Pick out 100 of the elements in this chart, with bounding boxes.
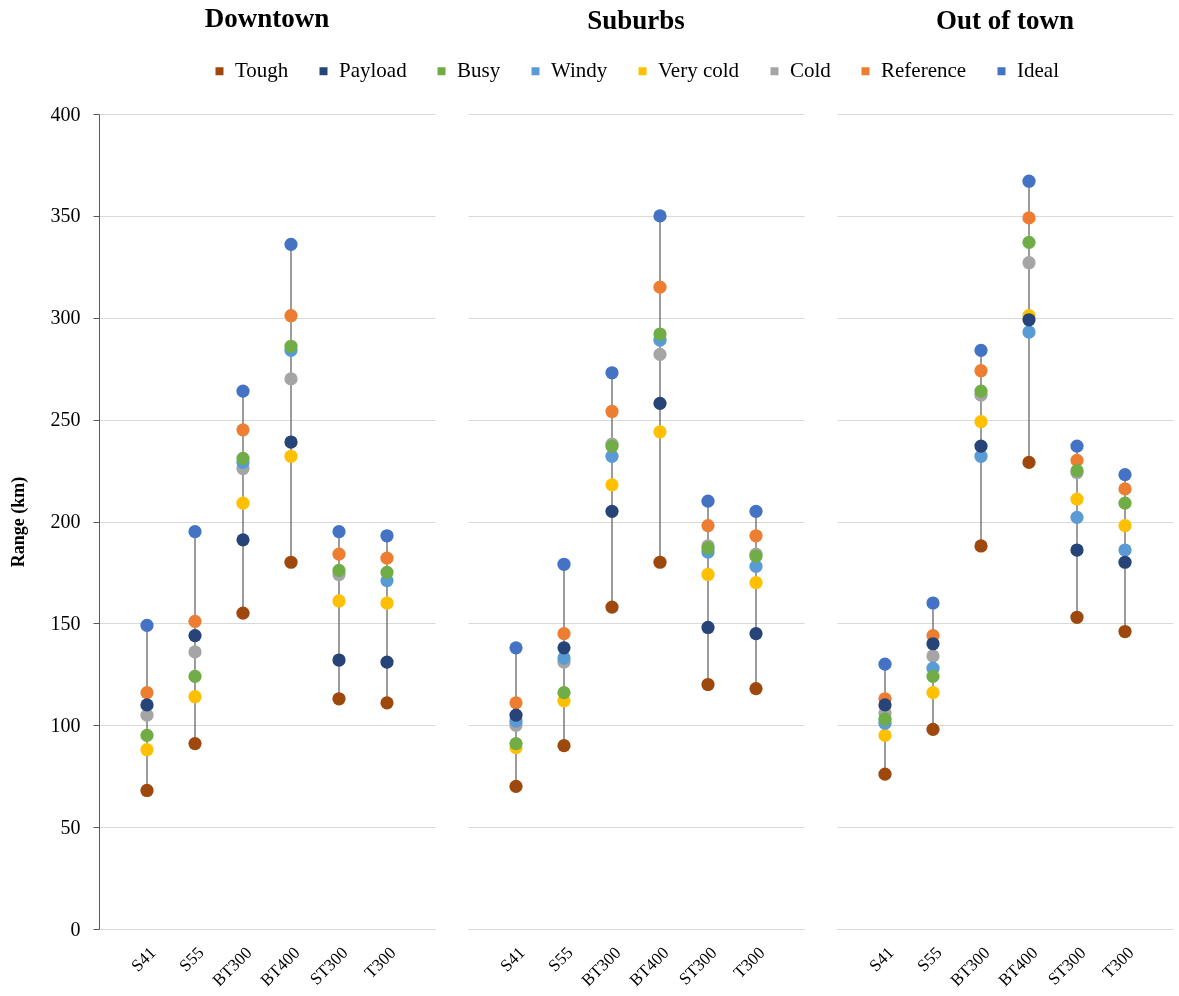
point bbox=[1118, 518, 1132, 533]
point bbox=[878, 712, 892, 726]
point bbox=[1070, 439, 1084, 453]
point bbox=[653, 347, 667, 362]
point bbox=[701, 518, 715, 533]
point bbox=[557, 686, 571, 700]
point bbox=[236, 606, 250, 620]
point bbox=[878, 728, 892, 743]
point bbox=[653, 280, 667, 294]
legend-label: Ideal bbox=[1017, 58, 1060, 83]
point bbox=[653, 396, 667, 410]
y-tick-label: 300 bbox=[50, 306, 81, 329]
x-tick-label: S41 bbox=[496, 943, 529, 976]
point bbox=[1118, 468, 1132, 482]
point bbox=[926, 722, 940, 736]
point bbox=[1022, 455, 1036, 470]
point bbox=[701, 567, 715, 582]
point bbox=[380, 655, 394, 669]
point bbox=[380, 596, 394, 610]
point bbox=[236, 451, 250, 465]
y-tick-label: 50 bbox=[60, 815, 81, 838]
point bbox=[140, 783, 154, 798]
point bbox=[284, 555, 298, 569]
point bbox=[1118, 543, 1132, 557]
point bbox=[557, 626, 571, 641]
point bbox=[140, 698, 154, 712]
y-axis-title: Range (km) bbox=[7, 476, 29, 568]
point bbox=[1070, 543, 1084, 557]
point bbox=[188, 629, 202, 643]
point bbox=[188, 645, 202, 659]
y-tick-label: 400 bbox=[50, 102, 81, 125]
point bbox=[974, 415, 988, 429]
point bbox=[653, 209, 667, 223]
point bbox=[140, 618, 154, 633]
point bbox=[188, 614, 202, 628]
point bbox=[284, 449, 298, 463]
y-tick-label: 150 bbox=[50, 611, 81, 634]
point bbox=[926, 596, 940, 610]
point bbox=[140, 743, 154, 757]
point bbox=[284, 237, 298, 251]
point bbox=[878, 698, 892, 712]
point bbox=[1022, 256, 1036, 270]
point bbox=[284, 339, 298, 353]
point bbox=[509, 708, 523, 722]
point bbox=[380, 529, 394, 543]
x-tick-label: S55 bbox=[913, 943, 946, 976]
legend-label: Payload bbox=[339, 58, 408, 83]
point bbox=[509, 696, 523, 710]
point bbox=[926, 686, 940, 700]
point bbox=[974, 439, 988, 453]
x-tick-label: S55 bbox=[544, 943, 577, 976]
point bbox=[1118, 482, 1132, 496]
point bbox=[380, 551, 394, 565]
point bbox=[380, 696, 394, 710]
point bbox=[749, 681, 763, 696]
point bbox=[701, 677, 715, 692]
point bbox=[236, 496, 250, 510]
legend-label: Very cold bbox=[658, 58, 740, 83]
y-tick-label: 0 bbox=[70, 917, 81, 940]
point bbox=[332, 653, 346, 667]
legend-label: Tough bbox=[235, 58, 289, 83]
point bbox=[701, 494, 715, 508]
point bbox=[188, 690, 202, 704]
point bbox=[236, 533, 250, 547]
point bbox=[926, 669, 940, 683]
point bbox=[749, 626, 763, 641]
point bbox=[1118, 624, 1132, 639]
point bbox=[605, 600, 619, 614]
point bbox=[1022, 325, 1036, 339]
point bbox=[332, 547, 346, 561]
point bbox=[140, 686, 154, 700]
point bbox=[605, 404, 619, 419]
point bbox=[1022, 235, 1036, 249]
point bbox=[332, 594, 346, 608]
point bbox=[332, 525, 346, 539]
point bbox=[188, 669, 202, 683]
point bbox=[749, 504, 763, 518]
point bbox=[557, 739, 571, 753]
point bbox=[605, 366, 619, 380]
legend-label: Reference bbox=[881, 58, 967, 83]
point bbox=[926, 649, 940, 663]
point bbox=[974, 343, 988, 357]
legend-label: Busy bbox=[457, 58, 501, 83]
point bbox=[509, 736, 523, 751]
point bbox=[605, 504, 619, 518]
x-tick-label: S55 bbox=[175, 943, 208, 976]
legend-label: Windy bbox=[551, 58, 608, 83]
point bbox=[284, 435, 298, 449]
point bbox=[1022, 174, 1036, 188]
point bbox=[332, 692, 346, 706]
point bbox=[557, 557, 571, 571]
point bbox=[1118, 555, 1132, 569]
point bbox=[284, 309, 298, 323]
point bbox=[236, 384, 250, 398]
point bbox=[188, 736, 202, 751]
point bbox=[1118, 496, 1132, 510]
point bbox=[653, 327, 667, 341]
point bbox=[926, 637, 940, 651]
point bbox=[509, 641, 523, 655]
point bbox=[557, 641, 571, 655]
